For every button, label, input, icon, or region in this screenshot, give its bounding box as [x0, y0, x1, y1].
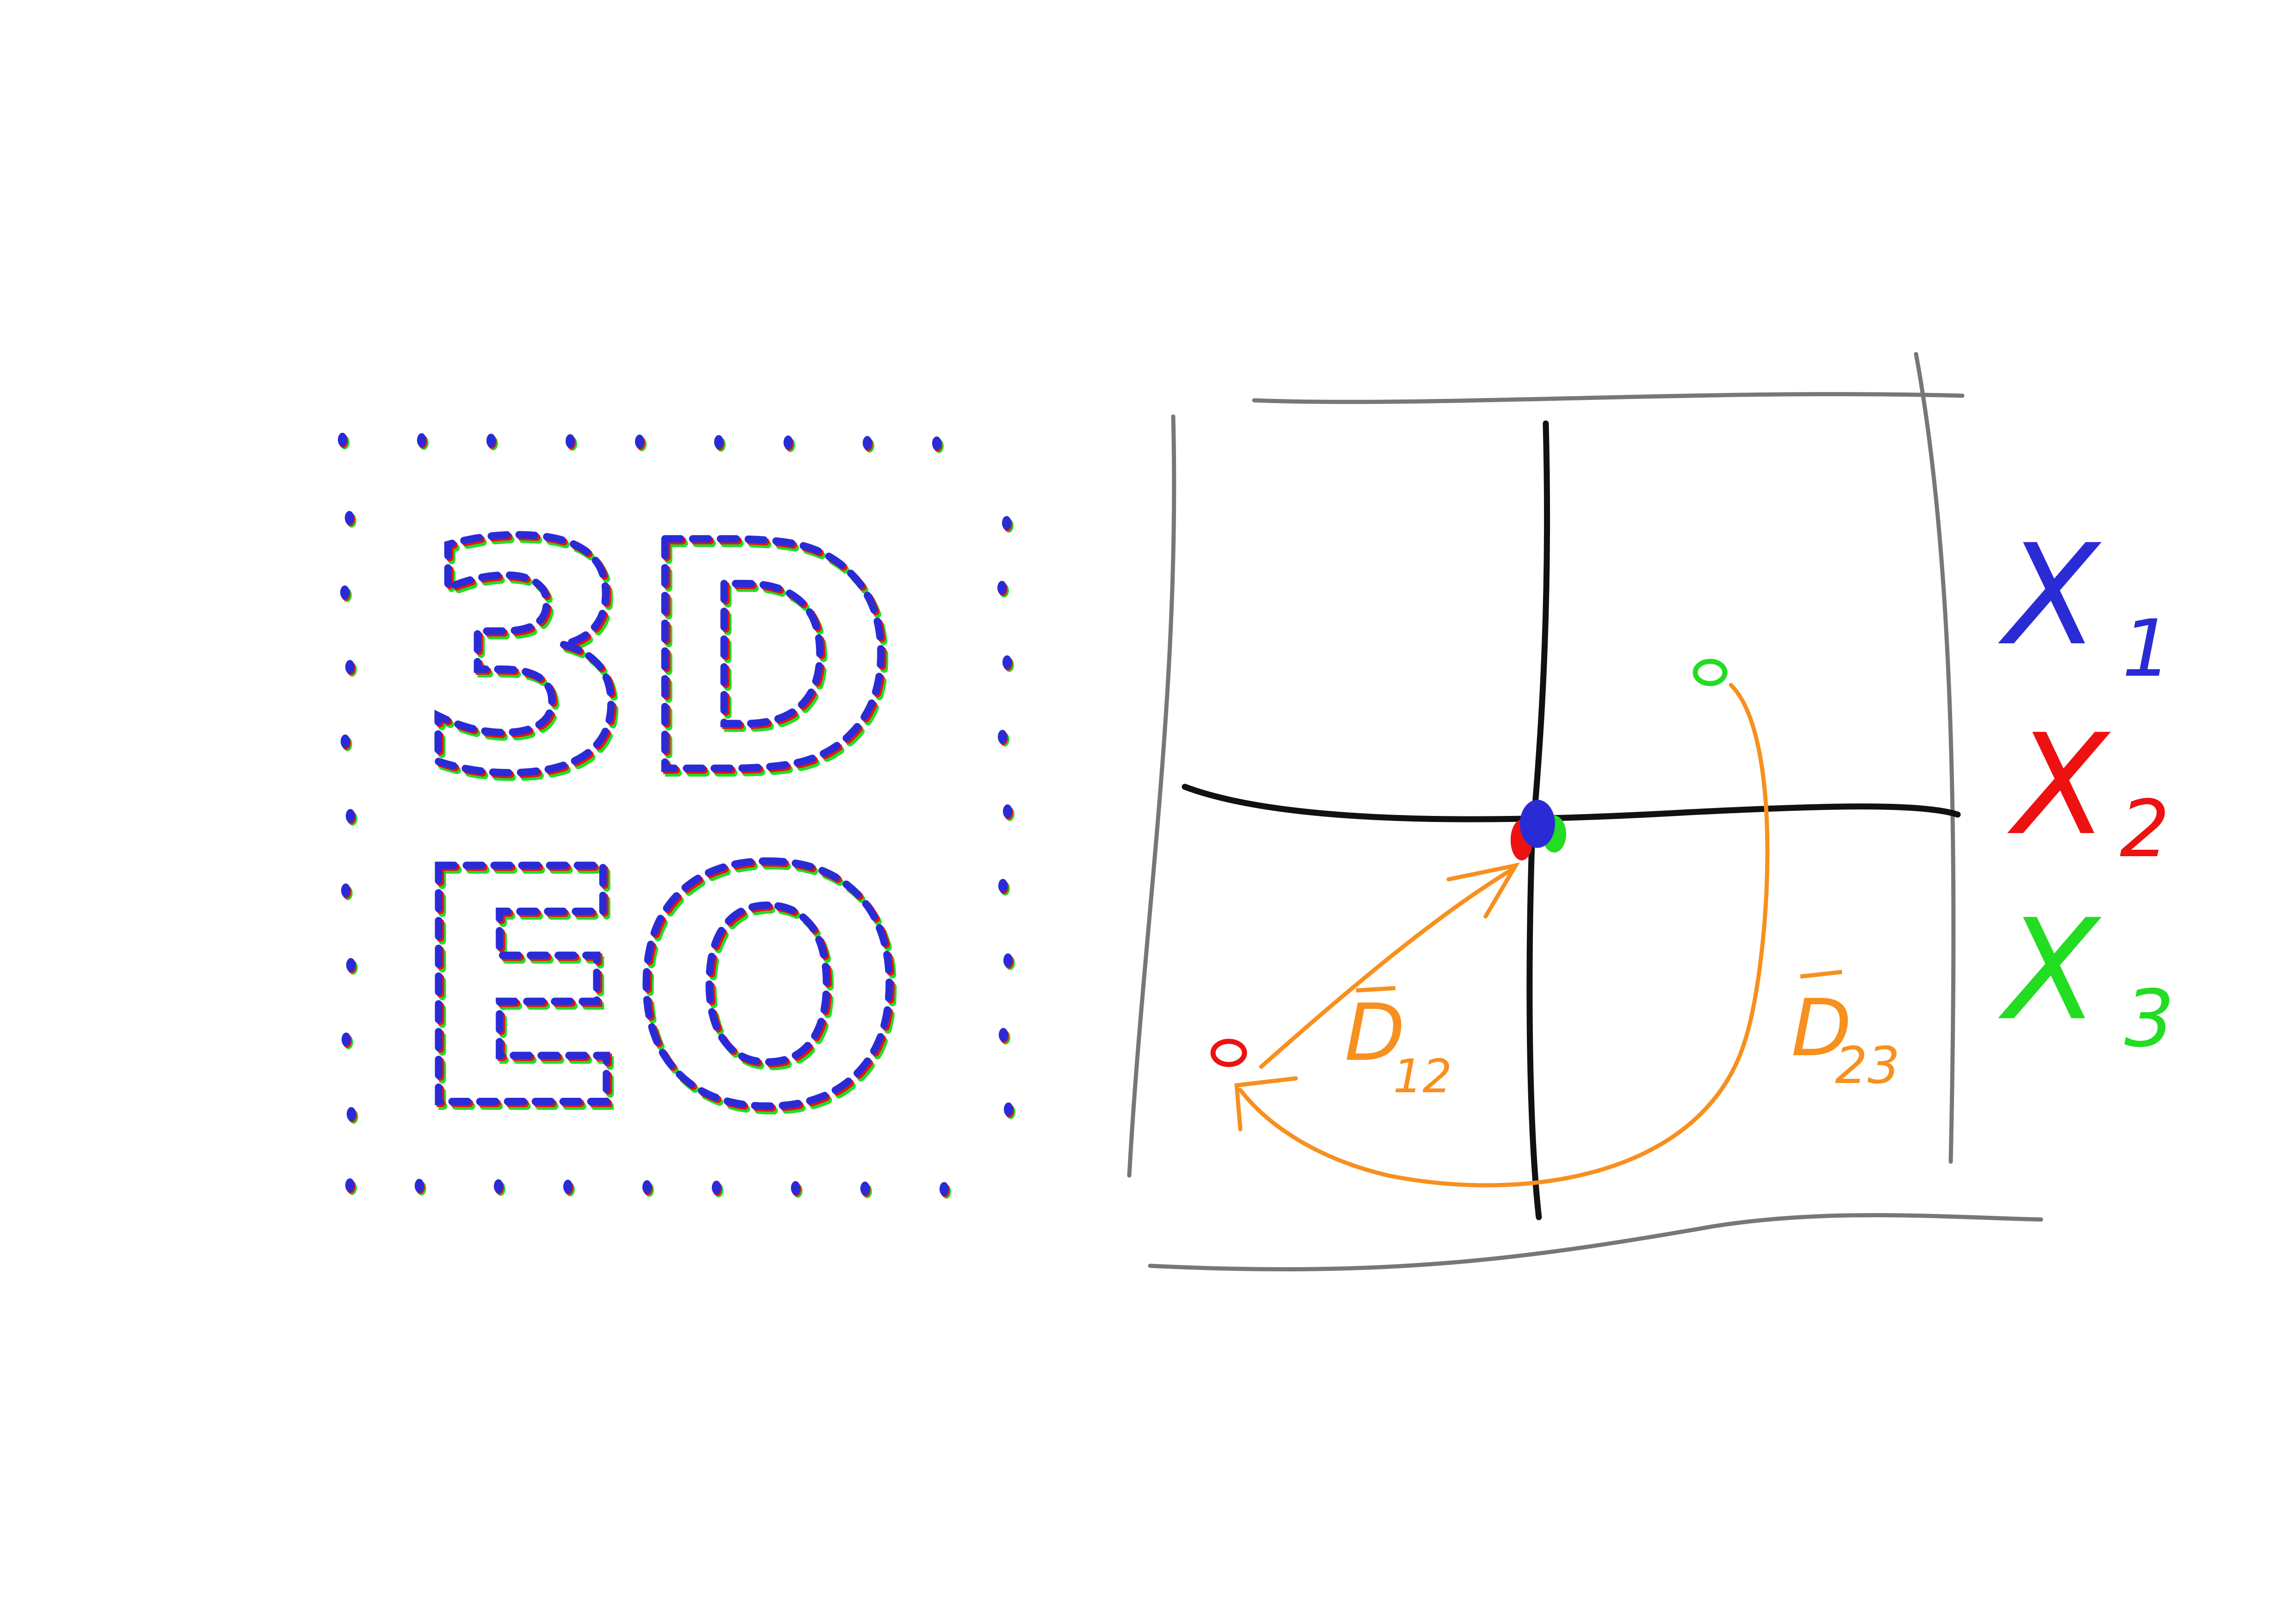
- 3deo-logo: 3D EO 3D EO 3D EO: [338, 433, 1015, 1199]
- frame-dot: [1004, 1102, 1013, 1116]
- frame-dot: [642, 1180, 652, 1194]
- frame-dot: [486, 434, 496, 448]
- legend-item-x1: X 1: [1997, 515, 2172, 695]
- label-d23-base: D: [1791, 983, 1852, 1074]
- frame-dot: [712, 1181, 721, 1195]
- legend-x3-sub: 3: [2124, 973, 2174, 1065]
- arrow-label-d12: D 12: [1344, 986, 1452, 1103]
- label-d23-breve: [1800, 970, 1842, 979]
- frame-dot: [346, 958, 355, 972]
- legend-item-x3: X 3: [1997, 890, 2174, 1065]
- logo-letters-red: 3D EO: [407, 475, 911, 1184]
- frame-dot: [338, 433, 347, 447]
- frame-dot: [932, 436, 941, 450]
- frame-dot: [563, 1180, 572, 1194]
- frame-dot: [1003, 804, 1012, 818]
- label-d12-breve: [1356, 986, 1396, 993]
- sketch-grid: [1127, 352, 2043, 1271]
- logo-text-bottom: EO: [412, 806, 909, 1183]
- logo-dotted-frame: [338, 433, 1015, 1199]
- frame-dot: [998, 730, 1007, 744]
- frame-dot: [1002, 516, 1011, 530]
- arrow-d12-line: [1259, 868, 1513, 1069]
- frame-dot: [341, 884, 350, 897]
- label-d12-base: D: [1344, 987, 1405, 1079]
- frame-dot: [714, 435, 723, 449]
- legend-x1-sub: 1: [2122, 603, 2172, 695]
- frame-dot: [345, 511, 354, 525]
- arrow-d23-line: [1238, 683, 1770, 1188]
- frame-dot: [1003, 953, 1013, 967]
- frame-dot: [997, 581, 1007, 595]
- horizontal-axis: [1182, 784, 1961, 822]
- frame-right-line: [1914, 352, 1956, 1164]
- frame-dot: [340, 585, 349, 599]
- frame-dot: [635, 435, 644, 448]
- frame-dot: [860, 1182, 870, 1195]
- point-x2-origin: [1210, 1039, 1247, 1067]
- frame-dot: [345, 660, 355, 674]
- legend-item-x2: X 2: [2007, 704, 2170, 875]
- frame-dot: [341, 734, 350, 748]
- frame-dot: [566, 434, 575, 448]
- legend-x3-base: X: [1997, 890, 2102, 1051]
- frame-dot: [346, 809, 355, 823]
- legend-x1-base: X: [1997, 515, 2102, 676]
- arrow-d12-head: [1446, 862, 1520, 919]
- point-x1-converged: [1520, 800, 1555, 848]
- frame-dot: [494, 1179, 503, 1193]
- frame-dot: [999, 1028, 1008, 1042]
- logo-text-top: 3D: [421, 481, 901, 847]
- frame-dot: [998, 879, 1008, 893]
- logo-text-top: 3D: [417, 477, 897, 843]
- logo-text-bottom: EO: [409, 801, 905, 1178]
- frame-dot: [342, 1033, 351, 1046]
- frame-dot: [347, 1107, 356, 1121]
- frame-dot: [863, 436, 872, 450]
- legend: X 1 X 2 X 3: [1997, 515, 2174, 1065]
- frame-dot: [345, 1178, 355, 1192]
- logo-letters-blue: 3D EO: [405, 473, 909, 1182]
- label-d12-sub: 12: [1393, 1049, 1452, 1103]
- legend-x2-base: X: [2007, 704, 2111, 866]
- logo-text-bottom: EO: [411, 803, 907, 1180]
- point-x3-origin: [1692, 659, 1728, 686]
- legend-x2-sub: 2: [2120, 784, 2170, 875]
- frame-dot: [1002, 655, 1012, 669]
- logo-letters-green: 3D EO: [409, 478, 913, 1187]
- frame-dot: [940, 1182, 949, 1196]
- frame-top-line: [1252, 392, 1965, 404]
- logo-text-top: 3D: [419, 479, 899, 845]
- label-d23-sub: 23: [1835, 1036, 1900, 1095]
- arrow-d23-head: [1234, 1076, 1298, 1132]
- frame-bottom-line: [1148, 1213, 2043, 1271]
- frame-dot: [784, 436, 793, 449]
- frame-dot: [417, 433, 426, 447]
- frame-left-line: [1127, 414, 1176, 1178]
- arrow-label-d23: D 23: [1791, 970, 1900, 1095]
- frame-dot: [415, 1179, 424, 1193]
- frame-dot: [791, 1181, 800, 1195]
